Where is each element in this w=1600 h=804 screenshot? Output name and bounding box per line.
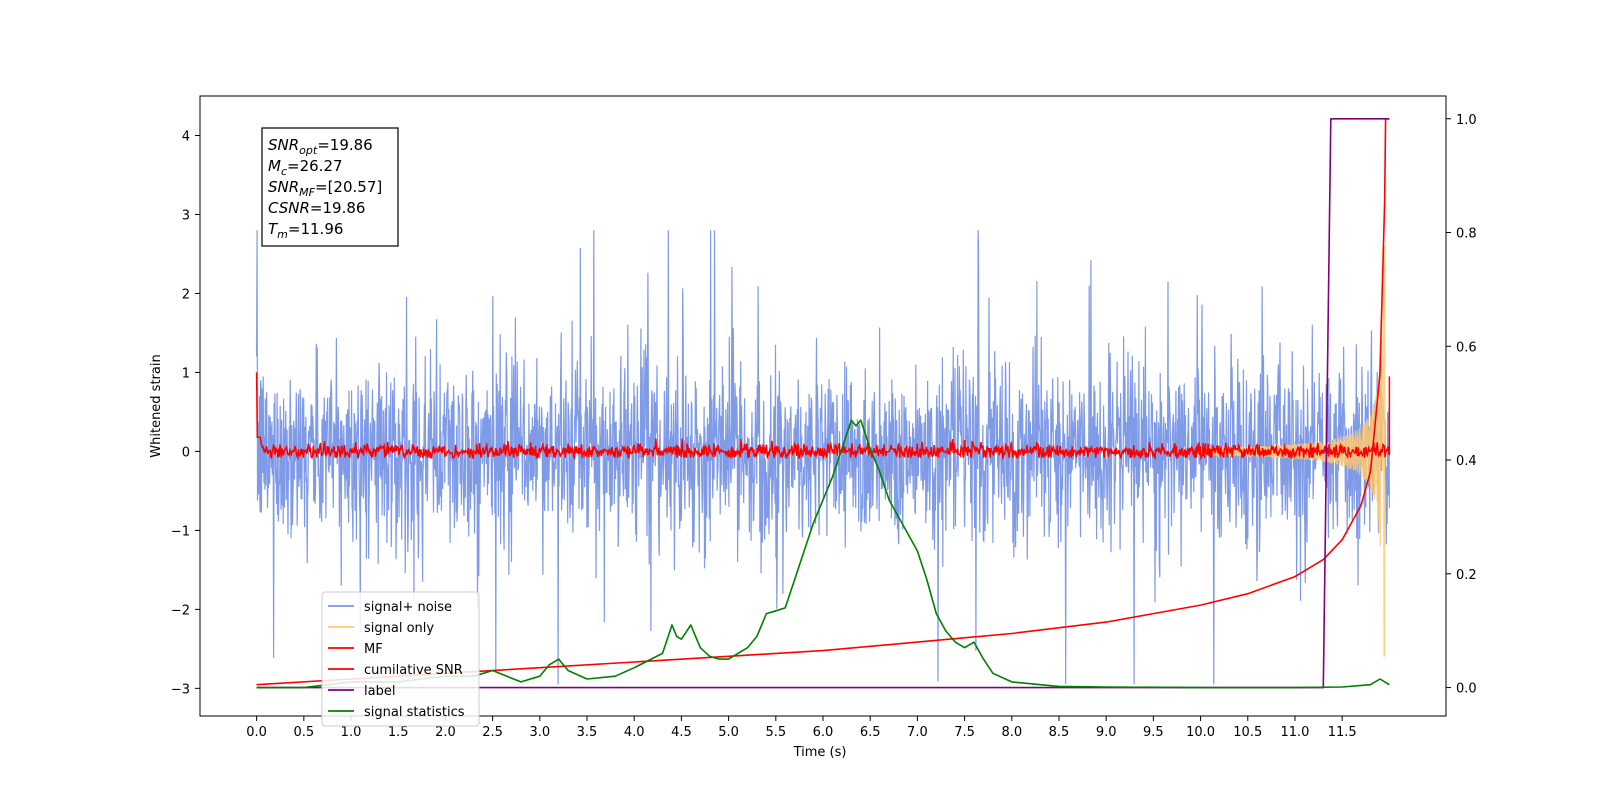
legend: signal+ noise signal only MF cumilative SNR… bbox=[321, 591, 480, 727]
x-tick-label: 11.0 bbox=[1280, 725, 1309, 740]
series-layer bbox=[255, 118, 1391, 689]
series-label-line bbox=[256, 118, 1390, 689]
x-tick-label: 4.5 bbox=[671, 725, 692, 740]
x-tick-label: 0.5 bbox=[293, 725, 314, 740]
y2-tick-label: 1.0 bbox=[1456, 113, 1477, 128]
legend-entry-label: signal only bbox=[364, 621, 434, 636]
y2-axis: 0.0 0.2 0.4 0.6 0.8 1.0 bbox=[1446, 113, 1477, 697]
x-tick-label: 9.0 bbox=[1096, 725, 1117, 740]
x-tick-label: 7.0 bbox=[907, 725, 928, 740]
x-tick-label: 8.0 bbox=[1001, 725, 1022, 740]
legend-entry-label: signal+ noise bbox=[364, 600, 452, 615]
annotation-box bbox=[261, 127, 399, 247]
x-tick-label: 11.5 bbox=[1328, 725, 1357, 740]
series-cumilative-snr-line bbox=[256, 118, 1390, 686]
y-axis: −3 −2 −1 0 1 2 3 4 bbox=[171, 129, 200, 697]
x-tick-label: 5.0 bbox=[718, 725, 739, 740]
annotation-line: Mc=26.27 bbox=[268, 157, 343, 178]
y-tick-label: 3 bbox=[182, 208, 190, 223]
legend-entry-label: signal statistics bbox=[364, 705, 465, 720]
x-tick-label: 3.5 bbox=[577, 725, 598, 740]
y-tick-label: 0 bbox=[182, 445, 190, 460]
y-axis-label: Whitened strain bbox=[149, 354, 164, 457]
series-mf-line bbox=[255, 372, 1391, 461]
series-signal-statistics-line bbox=[256, 419, 1390, 689]
x-tick-label: 5.5 bbox=[765, 725, 786, 740]
legend-entry-label: label bbox=[364, 684, 395, 699]
annotation-line: SNRMF=[20.57] bbox=[268, 178, 382, 199]
legend-entry-label: cumilative SNR bbox=[364, 663, 463, 678]
y-tick-label: 1 bbox=[182, 366, 190, 381]
stats-annotation: SNRopt=19.86Mc=26.27SNRMF=[20.57]CSNR=19… bbox=[261, 127, 399, 247]
y-tick-label: −1 bbox=[171, 524, 190, 539]
x-tick-label: 1.5 bbox=[388, 725, 409, 740]
x-tick-label: 2.0 bbox=[435, 725, 456, 740]
y2-tick-label: 0.0 bbox=[1456, 682, 1477, 697]
annotation-line: SNRopt=19.86 bbox=[268, 136, 373, 157]
x-tick-label: 3.0 bbox=[529, 725, 550, 740]
annotation-line: Tm=11.96 bbox=[268, 220, 343, 241]
y-tick-label: −3 bbox=[171, 682, 190, 697]
y2-tick-label: 0.4 bbox=[1456, 454, 1477, 469]
x-axis-label: Time (s) bbox=[793, 745, 847, 760]
annotation-line: CSNR=19.86 bbox=[268, 199, 365, 217]
x-tick-label: 6.0 bbox=[813, 725, 834, 740]
y-tick-label: 2 bbox=[182, 287, 190, 302]
x-tick-label: 0.0 bbox=[246, 725, 267, 740]
x-tick-label: 8.5 bbox=[1049, 725, 1070, 740]
x-tick-label: 10.5 bbox=[1233, 725, 1262, 740]
x-tick-label: 9.5 bbox=[1143, 725, 1164, 740]
x-tick-label: 4.0 bbox=[624, 725, 645, 740]
x-tick-label: 1.0 bbox=[341, 725, 362, 740]
x-tick-label: 2.5 bbox=[482, 725, 503, 740]
y2-tick-label: 0.8 bbox=[1456, 227, 1477, 242]
x-tick-label: 7.5 bbox=[954, 725, 975, 740]
y2-tick-label: 0.6 bbox=[1456, 340, 1477, 355]
y-tick-label: 4 bbox=[182, 129, 190, 144]
x-tick-label: 6.5 bbox=[860, 725, 881, 740]
x-tick-label: 10.0 bbox=[1186, 725, 1215, 740]
y-tick-label: −2 bbox=[171, 603, 190, 618]
x-axis: 0.0 0.5 1.0 1.5 2.0 2.5 3.0 3.5 4.0 4.5 5.0 5.5 6.0 6… bbox=[246, 716, 1357, 740]
y2-tick-label: 0.2 bbox=[1456, 568, 1477, 583]
legend-box bbox=[321, 591, 480, 727]
legend-entry-label: MF bbox=[364, 642, 383, 657]
